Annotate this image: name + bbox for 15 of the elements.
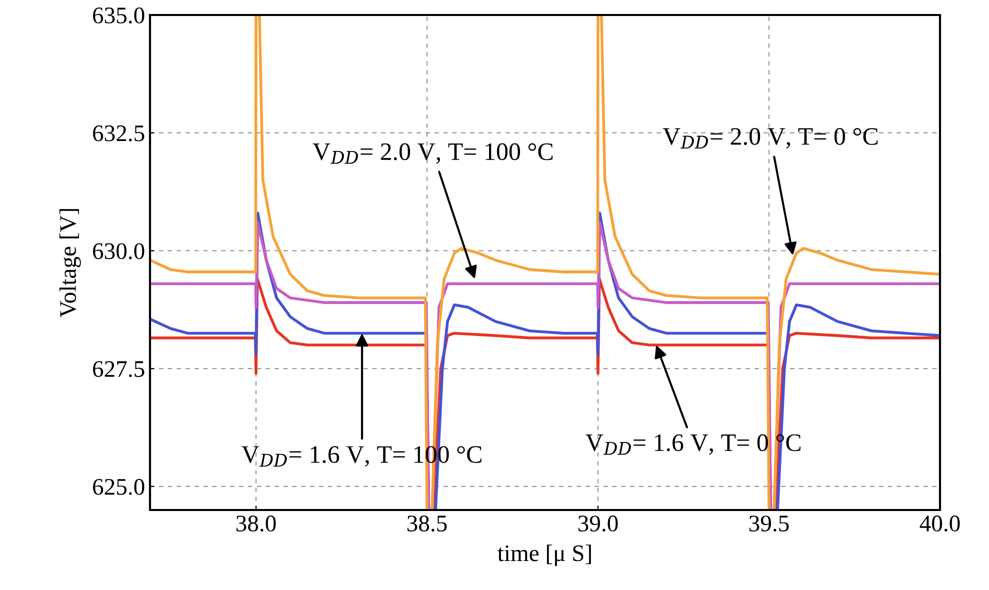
line-series xyxy=(150,15,940,510)
x-tick-label: 39.0 xyxy=(578,516,618,532)
y-tick-label: 627.5 xyxy=(93,361,144,378)
x-axis-title: time [μ S] xyxy=(498,544,591,566)
x-tick-label: 40.0 xyxy=(920,516,960,532)
annotation: V$_{DD}$= 2.0 V, T= 100 °C xyxy=(312,143,553,164)
x-tick-label: 38.5 xyxy=(407,516,447,532)
annotation: V$_{DD}$= 2.0 V, T= 0 °C xyxy=(662,128,878,149)
y-tick-label: 630.0 xyxy=(93,243,144,260)
x-tick-label: 39.5 xyxy=(749,516,789,532)
y-tick-label: 632.5 xyxy=(93,125,144,142)
y-tick-label: 625.0 xyxy=(93,478,144,495)
x-tick-label: 38.0 xyxy=(236,516,276,532)
y-tick-label: 635.0 xyxy=(93,7,144,24)
y-axis-title: Voltage [V] xyxy=(59,209,81,318)
